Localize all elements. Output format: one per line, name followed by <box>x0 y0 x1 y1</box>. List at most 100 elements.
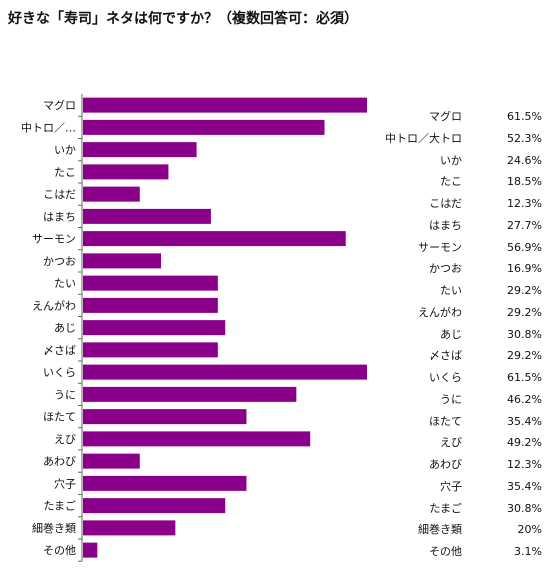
bar <box>83 231 346 247</box>
table-row-value: 49.2% <box>507 436 542 450</box>
table-row-name: 細巻き類 <box>418 523 462 537</box>
table-row-value: 3.1% <box>514 545 542 558</box>
table-row-name: 穴子 <box>440 479 462 493</box>
bar <box>83 275 218 291</box>
table-row-value: 30.8% <box>507 501 542 515</box>
table-row-value: 24.6% <box>507 153 542 167</box>
category-label: その他 <box>43 544 76 557</box>
table-row-name: はまち <box>429 218 462 232</box>
table-row: えんがわ 29.2% <box>362 302 546 324</box>
category-label: かつお <box>43 255 76 268</box>
bar <box>83 520 176 536</box>
table-row-name: たい <box>440 284 462 297</box>
table-row-value: 16.9% <box>507 262 542 276</box>
table-row-value: 20% <box>517 523 542 537</box>
bar <box>83 253 162 269</box>
bar <box>83 386 297 402</box>
table-row-value: 61.5% <box>507 110 542 123</box>
bar <box>83 498 226 514</box>
table-row-value: 29.2% <box>507 349 542 363</box>
table-row-value: 35.4% <box>507 414 542 428</box>
table-row-name: その他 <box>429 545 462 558</box>
table-row: いくら 61.5% <box>362 367 546 389</box>
category-label: 〆さば <box>43 344 76 357</box>
table-row: こはだ 12.3% <box>362 193 546 215</box>
bar <box>83 431 311 447</box>
category-label: サーモン <box>32 233 76 246</box>
table-row: あじ 30.8% <box>362 324 546 346</box>
bar <box>83 453 140 469</box>
bar <box>83 97 367 113</box>
table-row: サーモン 56.9% <box>362 237 546 259</box>
table-row-name: 中トロ／大トロ <box>385 131 462 145</box>
table-row-value: 29.2% <box>507 284 542 297</box>
table-row: はまち 27.7% <box>362 215 546 237</box>
value-table: マグロ 61.5% 中トロ／大トロ 52.3% いか 24.6% たこ 18.5% こはだ 12.… <box>362 106 546 563</box>
category-label: うに <box>54 388 76 401</box>
category-label: いか <box>54 144 76 157</box>
table-row-value: 46.2% <box>507 392 542 406</box>
table-row-name: こはだ <box>429 197 462 210</box>
table-row-name: いくら <box>429 371 462 384</box>
table-row-value: 52.3% <box>507 131 542 145</box>
table-row: うに 46.2% <box>362 389 546 411</box>
table-row: 中トロ／大トロ 52.3% <box>362 128 546 150</box>
category-label: こはだ <box>43 188 76 201</box>
table-row-value: 30.8% <box>507 327 542 341</box>
category-label: たい <box>54 277 76 290</box>
table-row: いか 24.6% <box>362 150 546 172</box>
bar <box>83 208 211 224</box>
table-row-value: 35.4% <box>507 479 542 493</box>
bar <box>83 475 247 491</box>
table-row: たまご 30.8% <box>362 498 546 520</box>
table-row-name: 〆さば <box>429 349 462 363</box>
table-row: かつお 16.9% <box>362 258 546 280</box>
bar <box>83 542 98 558</box>
category-label: 穴子 <box>54 476 76 490</box>
table-row-value: 56.9% <box>507 240 542 254</box>
table-row-value: 12.3% <box>507 197 542 210</box>
bar <box>83 186 140 202</box>
table-row: 穴子 35.4% <box>362 476 546 498</box>
table-row-name: たまご <box>429 501 462 515</box>
table-row: たこ 18.5% <box>362 171 546 193</box>
table-row: えび 49.2% <box>362 432 546 454</box>
table-row-name: ほたて <box>429 414 462 428</box>
table-row: その他 3.1% <box>362 541 546 563</box>
table-row-name: マグロ <box>429 110 462 123</box>
bar <box>83 320 226 336</box>
table-row-value: 18.5% <box>507 175 542 189</box>
table-row-name: サーモン <box>418 240 462 254</box>
category-label: たこ <box>54 166 76 179</box>
table-row-name: いか <box>440 153 462 167</box>
table-row: マグロ 61.5% <box>362 106 546 128</box>
table-row-name: うに <box>440 392 462 406</box>
table-row-name: かつお <box>429 262 462 276</box>
table-row: 〆さば 29.2% <box>362 345 546 367</box>
bar <box>83 297 218 313</box>
category-label: あわび <box>43 455 76 468</box>
table-row-name: あわび <box>429 458 462 471</box>
table-row-name: えび <box>440 436 462 450</box>
category-label: えび <box>54 433 76 446</box>
bar <box>83 409 247 425</box>
category-label: たまご <box>43 499 76 513</box>
chart-title: 好きな「寿司」ネタは何ですか？（複数回答可：必須） <box>8 11 358 27</box>
category-label: 中トロ／… <box>21 121 76 134</box>
table-row: あわび 12.3% <box>362 454 546 476</box>
table-row: たい 29.2% <box>362 280 546 302</box>
bar <box>83 342 218 358</box>
table-row: 細巻き類 20% <box>362 519 546 541</box>
bar <box>83 364 367 380</box>
category-label: 細巻き類 <box>32 522 76 535</box>
category-label: はまち <box>43 210 76 223</box>
category-label: マグロ <box>43 98 76 112</box>
category-label: ほたて <box>43 411 76 424</box>
table-row-value: 12.3% <box>507 458 542 471</box>
category-label: えんがわ <box>32 298 76 312</box>
bar <box>83 164 169 180</box>
category-label: いくら <box>43 366 76 379</box>
table-row-name: たこ <box>440 175 462 189</box>
category-label: あじ <box>54 322 76 335</box>
